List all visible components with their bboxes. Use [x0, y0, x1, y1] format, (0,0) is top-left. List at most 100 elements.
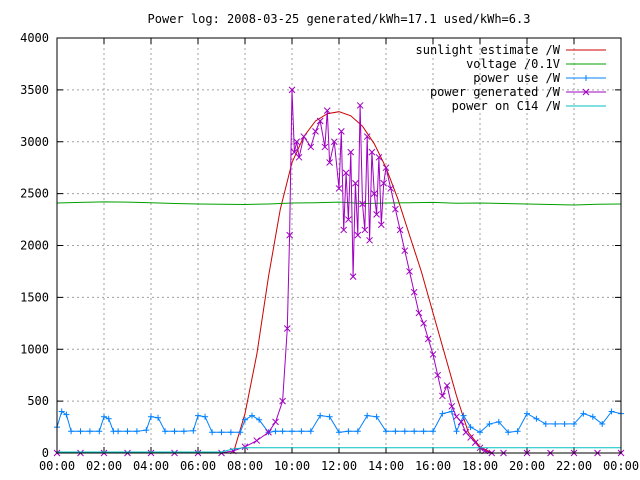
data-point	[561, 420, 568, 427]
x-axis-ticks: 00:00 02:00 04:00 06:00 08:00 10:00 12:00 14:00…	[39, 38, 639, 473]
data-point	[514, 428, 521, 435]
data-point	[383, 428, 389, 435]
data-series	[53, 86, 625, 457]
data-point	[337, 128, 345, 135]
data-point	[272, 418, 279, 426]
data-point	[375, 153, 383, 161]
y-axis-ticks: 0 500 1000 1500 2000 2500 3000 3500 4000	[20, 31, 621, 460]
data-point	[392, 428, 399, 435]
data-point	[317, 412, 324, 419]
data-point	[443, 382, 451, 389]
data-point	[143, 427, 150, 434]
data-point	[115, 428, 122, 435]
x-tick-label: 02:00	[86, 459, 122, 473]
data-point	[495, 418, 502, 425]
data-point	[155, 414, 162, 421]
data-point	[58, 408, 65, 415]
data-point	[323, 107, 331, 114]
data-point	[286, 231, 294, 239]
data-point	[380, 179, 388, 187]
x-tick-label: 18:00	[462, 459, 498, 473]
data-point	[342, 169, 350, 177]
data-point	[552, 420, 559, 427]
data-point	[460, 412, 467, 419]
data-point	[293, 138, 301, 146]
legend-label: sunlight estimate /W	[416, 43, 561, 57]
x-tick-label: 16:00	[415, 459, 451, 473]
series-line	[56, 201, 622, 206]
data-point	[420, 319, 427, 327]
data-point	[382, 164, 390, 172]
data-point	[180, 428, 187, 435]
data-point	[467, 424, 474, 431]
data-point	[439, 392, 446, 400]
data-point	[608, 408, 615, 415]
data-point	[242, 416, 248, 423]
data-point	[448, 402, 456, 410]
x-tick-label: 12:00	[321, 459, 357, 473]
series-4	[57, 447, 621, 453]
data-point	[505, 429, 512, 436]
data-point	[486, 420, 493, 427]
data-point	[279, 397, 286, 405]
data-point	[237, 429, 244, 436]
data-point	[477, 429, 483, 436]
data-point	[363, 133, 371, 140]
data-point	[326, 159, 333, 166]
data-point	[148, 413, 154, 420]
x-tick-label: 20:00	[509, 459, 545, 473]
data-point	[401, 428, 408, 435]
y-tick-label: 1500	[20, 290, 49, 304]
legend-label: power on C14 /W	[452, 99, 561, 113]
data-point	[298, 428, 305, 435]
data-point	[457, 418, 465, 426]
data-point	[312, 128, 319, 135]
data-point	[77, 428, 84, 435]
series-line	[232, 111, 493, 454]
data-point	[406, 268, 413, 275]
y-tick-label: 3000	[20, 135, 49, 149]
data-point	[434, 371, 442, 379]
data-point	[401, 247, 409, 255]
data-point	[411, 428, 418, 435]
data-point	[321, 143, 329, 151]
series-3	[53, 86, 625, 457]
data-point	[349, 273, 357, 280]
plot-frame	[56, 37, 622, 454]
data-point	[256, 416, 263, 423]
data-point	[316, 117, 324, 125]
grid-lines	[57, 38, 621, 453]
data-point	[368, 148, 376, 156]
series-1	[56, 201, 622, 206]
data-point	[218, 429, 225, 436]
x-tick-label: 00:00	[603, 459, 639, 473]
y-tick-label: 4000	[20, 31, 49, 45]
data-point	[105, 415, 112, 422]
data-point	[330, 138, 338, 146]
data-point	[359, 200, 366, 208]
x-tick-label: 08:00	[227, 459, 263, 473]
legend-marker	[582, 88, 590, 96]
series-2	[54, 408, 624, 436]
x-tick-label: 22:00	[556, 459, 592, 473]
y-tick-label: 1000	[20, 342, 49, 356]
x-tick-label: 10:00	[274, 459, 310, 473]
data-point	[279, 428, 286, 435]
legend-label: voltage /0.1V	[466, 57, 560, 71]
data-point	[373, 211, 380, 218]
data-point	[392, 205, 399, 213]
data-point	[524, 410, 530, 417]
data-point	[227, 429, 234, 436]
data-point	[241, 443, 249, 451]
data-point	[533, 415, 540, 422]
data-point	[86, 428, 93, 435]
data-point	[370, 190, 378, 197]
data-point	[424, 335, 432, 343]
data-point	[300, 133, 308, 140]
data-point	[377, 221, 385, 229]
data-point	[364, 412, 371, 419]
data-point	[571, 420, 577, 427]
data-point	[272, 428, 279, 435]
data-point	[96, 428, 103, 435]
